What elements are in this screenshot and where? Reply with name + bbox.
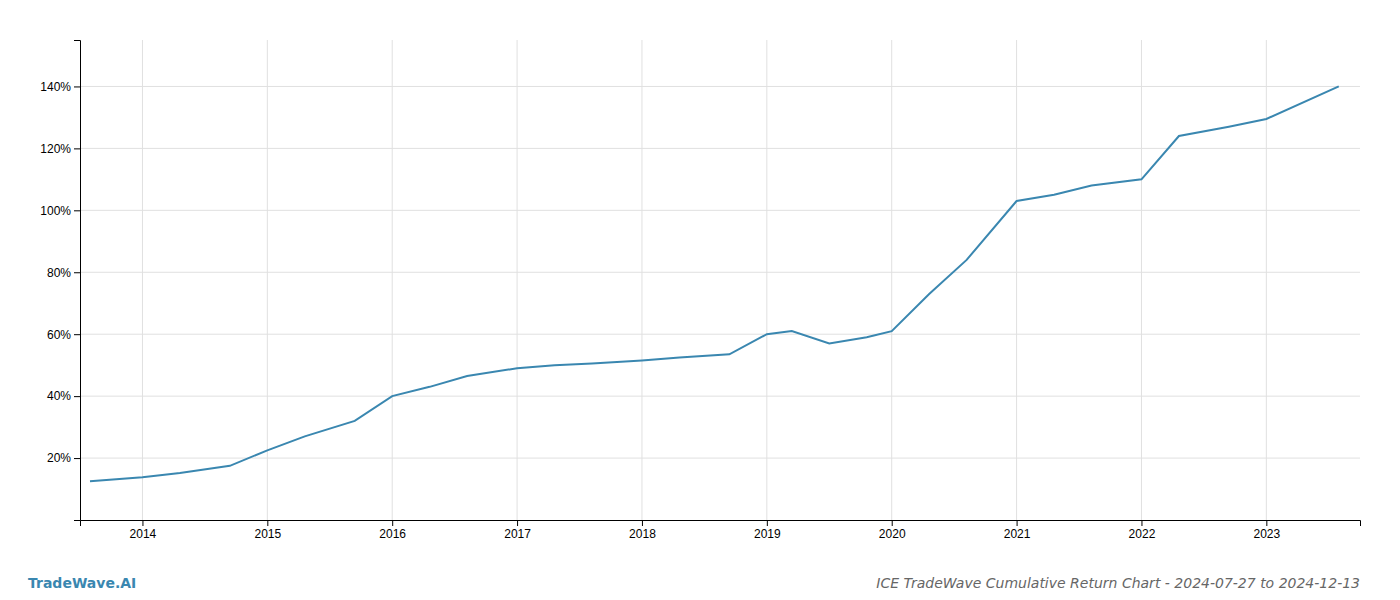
tick: 2023 (1253, 520, 1280, 541)
tick-label: 2014 (130, 527, 157, 541)
tick: 100% (40, 204, 80, 218)
grid (80, 40, 1360, 520)
grid-line (80, 272, 1360, 273)
tick: 2022 (1129, 520, 1156, 541)
grid-line (766, 40, 767, 520)
grid-line (142, 40, 143, 520)
tick: 2016 (379, 520, 406, 541)
tick-mark (267, 520, 268, 526)
tick: 60% (47, 328, 80, 342)
tick: 2019 (754, 520, 781, 541)
grid-line (80, 458, 1360, 459)
tick-mark (642, 520, 643, 526)
title: ICE TradeWave Cumulative Return Chart - … (876, 575, 1360, 591)
tick-mark (74, 458, 80, 459)
tick: 40% (47, 389, 80, 403)
tick-label: 2021 (1004, 527, 1031, 541)
grid-line (80, 210, 1360, 211)
tick: 2017 (504, 520, 531, 541)
tick-mark (892, 520, 893, 526)
tick: 2020 (879, 520, 906, 541)
marks (90, 86, 1339, 481)
tick-mark (392, 520, 393, 526)
tick: 2014 (130, 520, 157, 541)
grid-line (80, 334, 1360, 335)
tick: 140% (40, 80, 80, 94)
tick-mark (517, 520, 518, 526)
tick-mark (74, 210, 80, 211)
tick-label: 2022 (1129, 527, 1156, 541)
tick: 2015 (254, 520, 281, 541)
tick-mark (142, 520, 143, 526)
tick-label: 2017 (504, 527, 531, 541)
y-axis: 20% 40% 60% 80% 100% 120% 140% (40, 41, 80, 521)
tick-mark (1266, 520, 1267, 526)
tick-mark (74, 334, 80, 335)
tick-mark (767, 520, 768, 526)
tick-label: 140% (40, 80, 71, 94)
tick-label: 2015 (254, 527, 281, 541)
grid-line (392, 40, 393, 520)
tick-label: 80% (47, 266, 71, 280)
axis-line (74, 41, 81, 521)
grid-line (1266, 40, 1267, 520)
tick: 2021 (1004, 520, 1031, 541)
tick: 2018 (629, 520, 656, 541)
tick-mark (1141, 520, 1142, 526)
tick-label: 20% (47, 451, 71, 465)
grid-line (1016, 40, 1017, 520)
tick: 20% (47, 451, 80, 465)
grid-line (517, 40, 518, 520)
tick-mark (1017, 520, 1018, 526)
tick: 80% (47, 266, 80, 280)
axis-line (81, 521, 1361, 527)
tick-label: 2023 (1253, 527, 1280, 541)
grid-line (267, 40, 268, 520)
tick-mark (74, 396, 80, 397)
tick: 120% (40, 142, 80, 156)
tick-label: 2019 (754, 527, 781, 541)
tick-label: 2018 (629, 527, 656, 541)
plot-area: 2014 2015 2016 2017 2018 2019 2020 2021 2022 2023… (40, 40, 1360, 541)
tick-label: 2020 (879, 527, 906, 541)
line (90, 86, 1339, 481)
grid-line (80, 396, 1360, 397)
grid-line (641, 40, 642, 520)
grid-line (80, 86, 1360, 87)
grid-line (1141, 40, 1142, 520)
tick-label: 60% (47, 328, 71, 342)
tick-label: 2016 (379, 527, 406, 541)
tick-label: 100% (40, 204, 71, 218)
tick-label: 120% (40, 142, 71, 156)
annotation: TradeWave.AI (28, 575, 136, 591)
tick-mark (74, 272, 80, 273)
chart: 2014 2015 2016 2017 2018 2019 2020 2021 2022 2023… (0, 0, 1400, 600)
tick-mark (74, 148, 80, 149)
x-axis: 2014 2015 2016 2017 2018 2019 2020 2021 2022 2023 (81, 520, 1361, 541)
tick-label: 40% (47, 389, 71, 403)
tick-mark (74, 86, 80, 87)
grid-line (891, 40, 892, 520)
